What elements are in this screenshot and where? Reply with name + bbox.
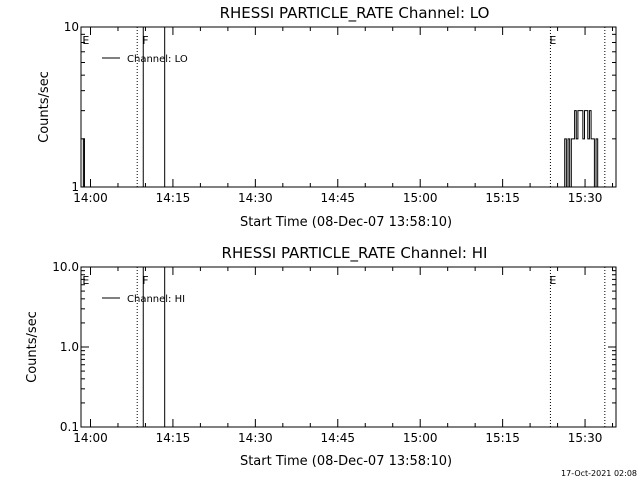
x-tick-label: 14:00 [73, 191, 108, 205]
lo-channel-panel: RHESSI PARTICLE_RATE Channel: LO Start Ti… [37, 4, 617, 230]
plot-frame [80, 26, 617, 188]
event-marker-label: F [142, 34, 148, 47]
event-marker-label: E [549, 34, 556, 47]
chart-title: RHESSI PARTICLE_RATE Channel: LO [220, 4, 490, 23]
x-tick-label: 15:30 [568, 431, 603, 445]
x-tick-label: 14:30 [238, 431, 273, 445]
y-tick-label: 10.0 [52, 260, 79, 274]
x-tick-label: 14:45 [320, 191, 355, 205]
y-axis-label: Counts/sec [25, 311, 40, 383]
y-tick-label: 0.1 [60, 420, 79, 434]
x-tick-label: 14:45 [320, 431, 355, 445]
y-tick-label: 1 [71, 180, 79, 194]
x-tick-label: 15:15 [485, 431, 520, 445]
y-tick-label: 10 [64, 20, 79, 34]
event-marker-label: F [142, 274, 148, 287]
x-tick-label: 15:00 [403, 191, 438, 205]
event-marker-label: E [549, 274, 556, 287]
y-axis-label: Counts/sec [37, 71, 52, 143]
legend-entry: Channel: HI [127, 294, 185, 305]
plot-frame [80, 266, 617, 428]
x-tick-label: 15:30 [568, 191, 603, 205]
hi-channel-panel: RHESSI PARTICLE_RATE Channel: HI Start Ti… [25, 244, 617, 469]
x-tick-label: 14:15 [156, 191, 191, 205]
event-marker-label: E [82, 274, 89, 287]
chart-title: RHESSI PARTICLE_RATE Channel: HI [222, 244, 488, 263]
x-tick-label: 14:30 [238, 191, 273, 205]
legend-entry: Channel: LO [127, 54, 188, 65]
x-axis-label: Start Time (08-Dec-07 13:58:10) [240, 454, 452, 469]
footer-timestamp: 17-Oct-2021 02:08 [561, 469, 637, 478]
y-tick-label: 1.0 [60, 340, 79, 354]
x-tick-label: 15:15 [485, 191, 520, 205]
x-tick-label: 14:15 [156, 431, 191, 445]
x-tick-label: 15:00 [403, 431, 438, 445]
event-marker-label: E [82, 34, 89, 47]
x-tick-label: 14:00 [73, 431, 108, 445]
x-axis-label: Start Time (08-Dec-07 13:58:10) [240, 215, 452, 230]
series-line [81, 110, 601, 188]
